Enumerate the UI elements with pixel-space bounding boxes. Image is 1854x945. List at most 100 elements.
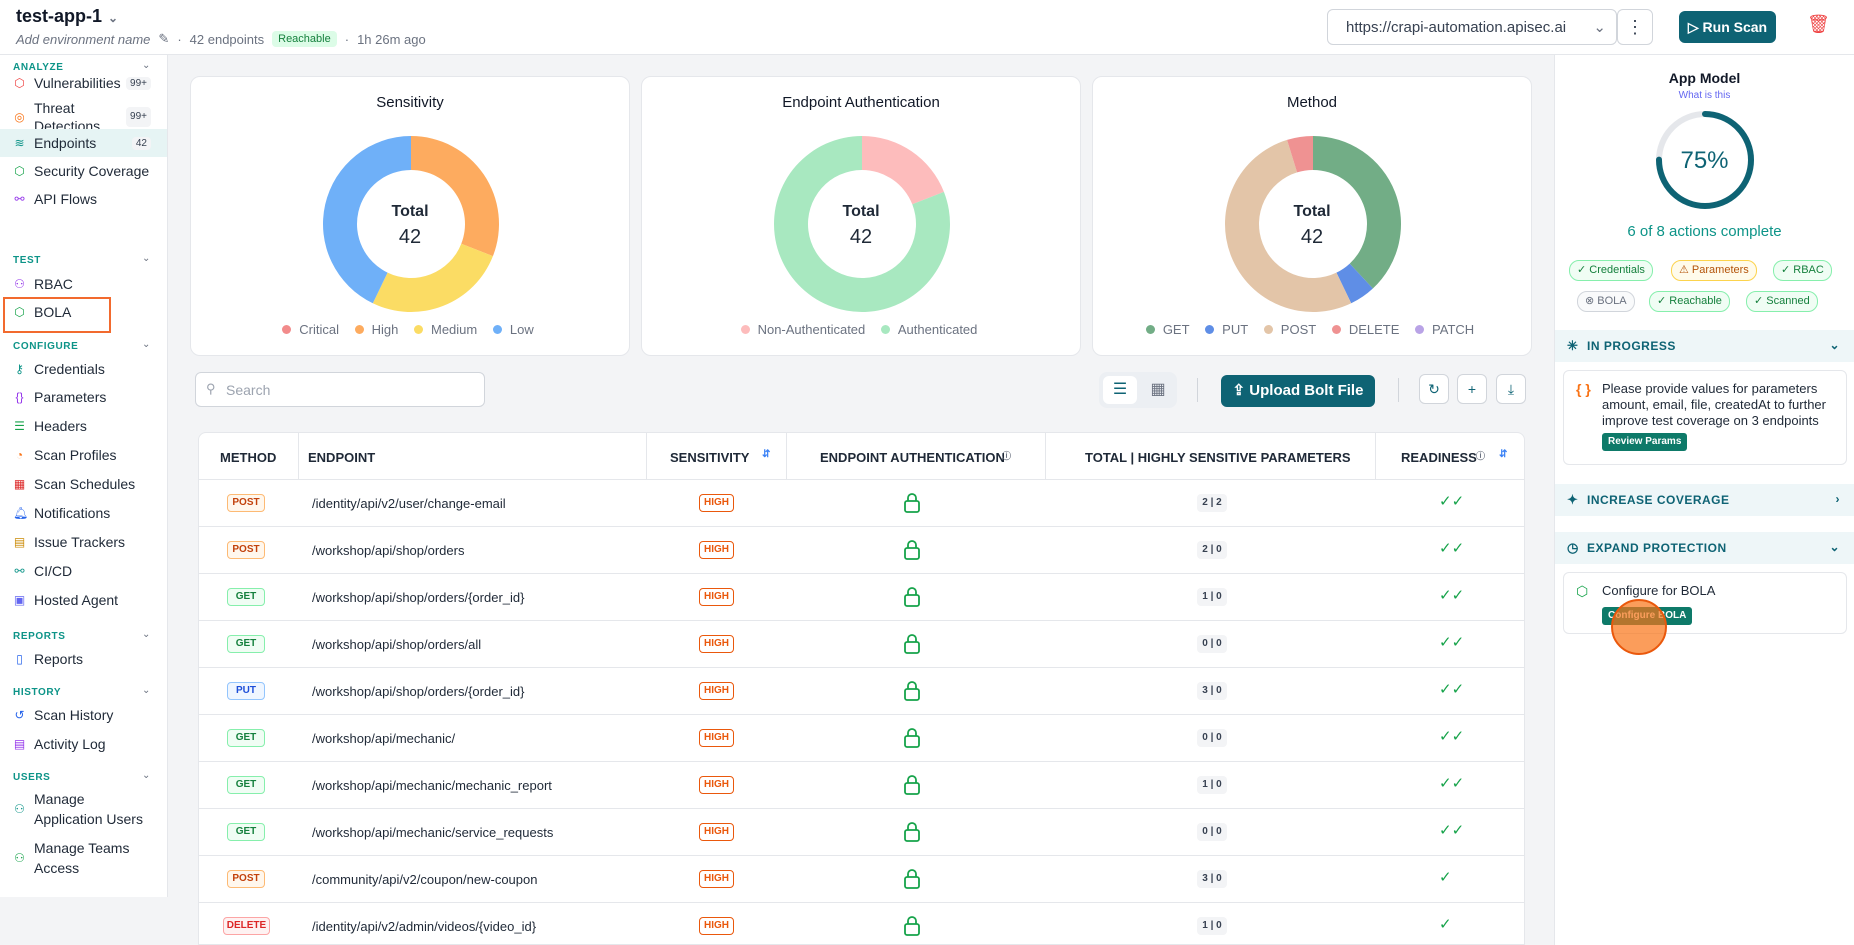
app-selector[interactable]: test-app-1 ⌄ — [16, 6, 118, 27]
sidebar-item-endpoints[interactable]: ≋ Endpoints 42 — [0, 129, 167, 157]
sidebar-item-manage-teams[interactable]: ⚇ Manage Teams Access — [0, 838, 167, 878]
add-icon[interactable]: + — [1457, 374, 1487, 404]
donut-slice-post[interactable] — [1225, 139, 1352, 312]
table-row[interactable]: GET/workshop/api/shop/orders/all HIGH 0 | … — [199, 621, 1524, 668]
chip-rbac[interactable]: ✓ RBAC — [1773, 260, 1832, 281]
download-icon[interactable]: ⤓ — [1496, 374, 1526, 404]
env-name-input[interactable]: Add environment name — [16, 31, 151, 47]
sidebar-item-scan-schedules[interactable]: ▦ Scan Schedules — [0, 470, 167, 498]
total-value: 42 — [1300, 226, 1324, 248]
progress-ring — [1656, 111, 1754, 209]
endpoint-path[interactable]: /workshop/api/mechanic/mechanic_report — [312, 778, 552, 793]
donut-slice-low[interactable] — [323, 136, 411, 304]
in-progress-header[interactable]: ✳ IN PROGRESS ⌄ — [1555, 330, 1854, 362]
info-icon[interactable]: ⓘ — [1476, 451, 1486, 461]
donut-slice-medium[interactable] — [372, 243, 493, 312]
sidebar-item-manage-app-users[interactable]: ⚇ Manage Application Users — [0, 789, 167, 829]
sidebar-item-bola[interactable]: ⬡ BOLA — [0, 298, 167, 326]
endpoints-table: METHOD ENDPOINT SENSITIVITY ⇵ ENDPOINT A… — [198, 432, 1525, 945]
sidebar-item-reports[interactable]: ▯ Reports — [0, 645, 167, 673]
table-row[interactable]: DELETE/identity/api/v2/admin/videos/{vid… — [199, 903, 1524, 944]
chip-reachable[interactable]: ✓ Reachable — [1649, 291, 1730, 312]
sidebar-item-rbac[interactable]: ⚇ RBAC — [0, 270, 167, 298]
sort-icon[interactable]: ⇵ — [762, 449, 771, 460]
sidebar-item-vulnerabilities[interactable]: ⬡ Vulnerabilities 99+ — [0, 69, 167, 97]
table-row[interactable]: GET/workshop/api/shop/orders/{order_id} H… — [199, 574, 1524, 621]
chart-legend: Non-Authenticated Authenticated — [642, 322, 1080, 337]
lock-icon — [903, 586, 921, 611]
search-input[interactable]: ⚲ Search — [195, 372, 485, 407]
divider — [1398, 378, 1399, 402]
trash-icon[interactable]: 🗑 — [1807, 14, 1830, 34]
method-badge: GET — [227, 588, 265, 606]
table-row[interactable]: POST/identity/api/v2/user/change-email HI… — [199, 480, 1524, 527]
donut-slice-get[interactable] — [1313, 136, 1401, 289]
chevron-down-icon[interactable]: ⌄ — [142, 253, 151, 264]
endpoint-path[interactable]: /workshop/api/shop/orders/{order_id} — [312, 684, 525, 699]
what-is-this-link[interactable]: What is this — [1678, 90, 1731, 101]
donut-slice-delete[interactable] — [1287, 136, 1313, 173]
table-row[interactable]: PUT/workshop/api/shop/orders/{order_id} H… — [199, 668, 1524, 715]
sidebar-item-parameters[interactable]: {} Parameters — [0, 383, 167, 411]
sidebar-item-issue-trackers[interactable]: ▤ Issue Trackers — [0, 528, 167, 556]
info-icon[interactable]: ⓘ — [1002, 451, 1012, 461]
chip-scanned[interactable]: ✓ Scanned — [1746, 291, 1818, 312]
chevron-down-icon[interactable]: ⌄ — [142, 629, 151, 640]
method-badge: GET — [227, 823, 265, 841]
legend-item: DELETE — [1331, 322, 1404, 337]
endpoint-path[interactable]: /identity/api/v2/user/change-email — [312, 496, 506, 511]
chevron-down-icon[interactable]: ⌄ — [142, 60, 151, 71]
more-options-icon[interactable]: ⋮ — [1617, 9, 1653, 45]
endpoint-path[interactable]: /identity/api/v2/admin/videos/{video_id} — [312, 919, 537, 934]
sidebar-item-scan-profiles[interactable]: ◔ Scan Profiles — [0, 441, 167, 469]
url-select[interactable]: https://crapi-automation.apisec.ai ⌄ — [1327, 9, 1617, 45]
endpoint-path[interactable]: /workshop/api/shop/orders — [312, 543, 465, 558]
chip-parameters[interactable]: ⚠ Parameters — [1671, 260, 1757, 281]
endpoint-path[interactable]: /workshop/api/mechanic/service_requests — [312, 825, 554, 840]
sidebar-item-notifications[interactable]: 🔔︎ Notifications — [0, 499, 167, 527]
upload-bolt-button[interactable]: ⇪ Upload Bolt File — [1221, 375, 1375, 407]
table-row[interactable]: POST/community/api/v2/coupon/new-coupon H… — [199, 856, 1524, 903]
sidebar-item-api-flows[interactable]: ⚯ API Flows — [0, 185, 167, 213]
pencil-icon[interactable]: ✎ — [158, 31, 170, 46]
table-row[interactable]: POST/workshop/api/shop/orders HIGH 2 | 0 ✓✓ — [199, 527, 1524, 574]
sensitivity-badge: HIGH — [699, 870, 734, 888]
donut-slice-non-authenticated[interactable] — [862, 136, 944, 205]
increase-coverage-header[interactable]: ✦ INCREASE COVERAGE › — [1555, 484, 1854, 516]
chevron-down-icon[interactable]: ⌄ — [142, 685, 151, 696]
count-badge: 99+ — [126, 107, 151, 127]
lock-icon — [903, 492, 921, 517]
chip-bola[interactable]: ⊗ BOLA — [1577, 291, 1635, 312]
sidebar-item-hosted-agent[interactable]: ▣ Hosted Agent — [0, 586, 167, 614]
col-sensitivity[interactable]: SENSITIVITY — [670, 450, 750, 465]
col-readiness[interactable]: READINESS — [1401, 450, 1477, 465]
sidebar-item-security-coverage[interactable]: ⬡ Security Coverage — [0, 157, 167, 185]
expand-protection-header[interactable]: ◷ EXPAND PROTECTION ⌄ — [1555, 532, 1854, 564]
endpoint-path[interactable]: /workshop/api/shop/orders/{order_id} — [312, 590, 525, 605]
donut-slice-put[interactable] — [1336, 263, 1373, 304]
shield-icon: ⬡ — [14, 164, 25, 178]
sidebar-item-activity-log[interactable]: ▤ Activity Log — [0, 730, 167, 758]
run-scan-button[interactable]: ▷ Run Scan — [1679, 11, 1776, 43]
endpoint-path[interactable]: /community/api/v2/coupon/new-coupon — [312, 872, 538, 887]
endpoint-path[interactable]: /workshop/api/shop/orders/all — [312, 637, 482, 652]
donut-slice-authenticated[interactable] — [774, 136, 950, 312]
chevron-down-icon[interactable]: ⌄ — [142, 339, 151, 350]
sidebar-item-scan-history[interactable]: ↺ Scan History — [0, 701, 167, 729]
table-row[interactable]: GET/workshop/api/mechanic/service_reques… — [199, 809, 1524, 856]
table-row[interactable]: GET/workshop/api/mechanic/mechanic_repor… — [199, 762, 1524, 809]
chip-credentials[interactable]: ✓ Credentials — [1569, 260, 1653, 281]
chevron-down-icon[interactable]: ⌄ — [142, 770, 151, 781]
sidebar-item-ci-cd[interactable]: ⚯ CI/CD — [0, 557, 167, 585]
sidebar-item-headers[interactable]: ☰ Headers — [0, 412, 167, 440]
grid-view-icon[interactable]: ▦ — [1150, 381, 1166, 398]
sidebar-item-credentials[interactable]: ⚷ Credentials — [0, 355, 167, 383]
table-row[interactable]: GET/workshop/api/mechanic/HIGH 0 | 0 ✓✓ — [199, 715, 1524, 762]
list-view-icon[interactable]: ☰ — [1103, 376, 1137, 404]
sort-icon[interactable]: ⇵ — [1499, 449, 1508, 460]
review-params-button[interactable]: Review Params — [1602, 433, 1688, 451]
endpoint-path[interactable]: /workshop/api/mechanic/ — [312, 731, 456, 746]
sidebar-item-label: Parameters — [34, 389, 107, 405]
donut-slice-high[interactable] — [411, 136, 499, 257]
refresh-icon[interactable]: ↻ — [1419, 374, 1449, 404]
